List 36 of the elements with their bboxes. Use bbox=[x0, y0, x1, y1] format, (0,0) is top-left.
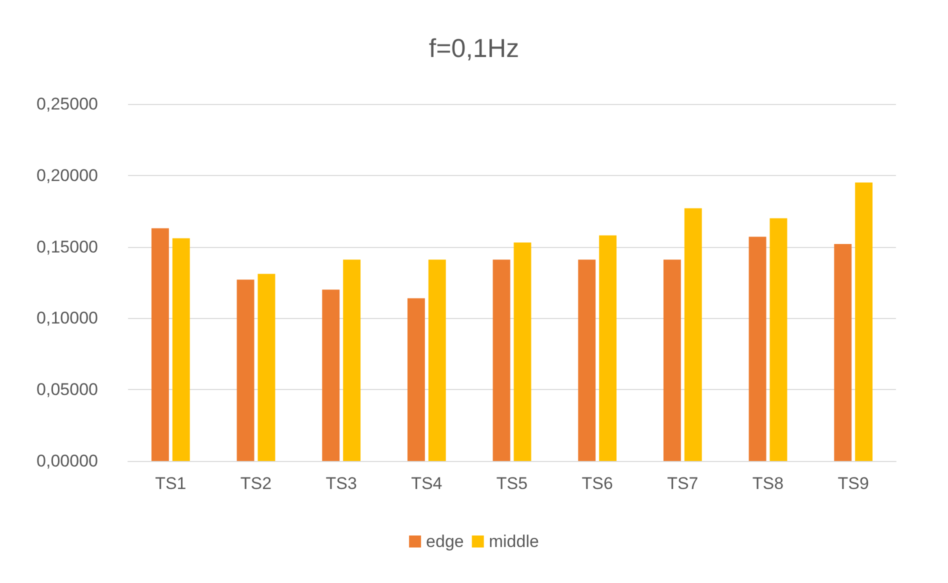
bar bbox=[599, 235, 617, 461]
bar bbox=[258, 274, 276, 461]
x-tick-label: TS8 bbox=[752, 474, 784, 493]
bar bbox=[172, 238, 190, 461]
chart-title: f=0,1Hz bbox=[428, 33, 520, 63]
bar bbox=[684, 208, 702, 461]
bar bbox=[663, 260, 681, 461]
x-tick-label: TS9 bbox=[838, 474, 869, 493]
x-tick-label: TS1 bbox=[155, 474, 186, 493]
bar bbox=[578, 260, 596, 461]
x-tick-label: TS2 bbox=[240, 474, 272, 493]
bar bbox=[428, 260, 446, 461]
x-tick-label: TS3 bbox=[326, 474, 357, 493]
bar bbox=[151, 228, 169, 461]
y-tick-label: 0,00000 bbox=[36, 452, 98, 470]
y-tick-label: 0,15000 bbox=[36, 237, 98, 256]
bar bbox=[770, 218, 788, 461]
x-tick-label: TS7 bbox=[667, 474, 698, 493]
bar bbox=[492, 260, 510, 461]
bar bbox=[236, 280, 254, 461]
bar bbox=[834, 244, 852, 461]
y-tick-label: 0,20000 bbox=[36, 166, 98, 185]
legend-label: middle bbox=[488, 532, 539, 551]
x-tick-label: TS4 bbox=[411, 474, 442, 493]
bar bbox=[748, 236, 766, 461]
bar bbox=[514, 242, 532, 461]
legend-label: edge bbox=[426, 532, 464, 551]
bar bbox=[343, 260, 361, 461]
x-tick-label: TS6 bbox=[582, 474, 613, 493]
bar bbox=[855, 182, 873, 461]
y-tick-label: 0,05000 bbox=[36, 380, 98, 400]
bar bbox=[407, 298, 425, 461]
bar bbox=[322, 290, 340, 461]
y-tick-label: 0,25000 bbox=[36, 94, 98, 114]
x-tick-label: TS5 bbox=[496, 474, 528, 493]
y-tick-label: 0,10000 bbox=[36, 308, 98, 328]
